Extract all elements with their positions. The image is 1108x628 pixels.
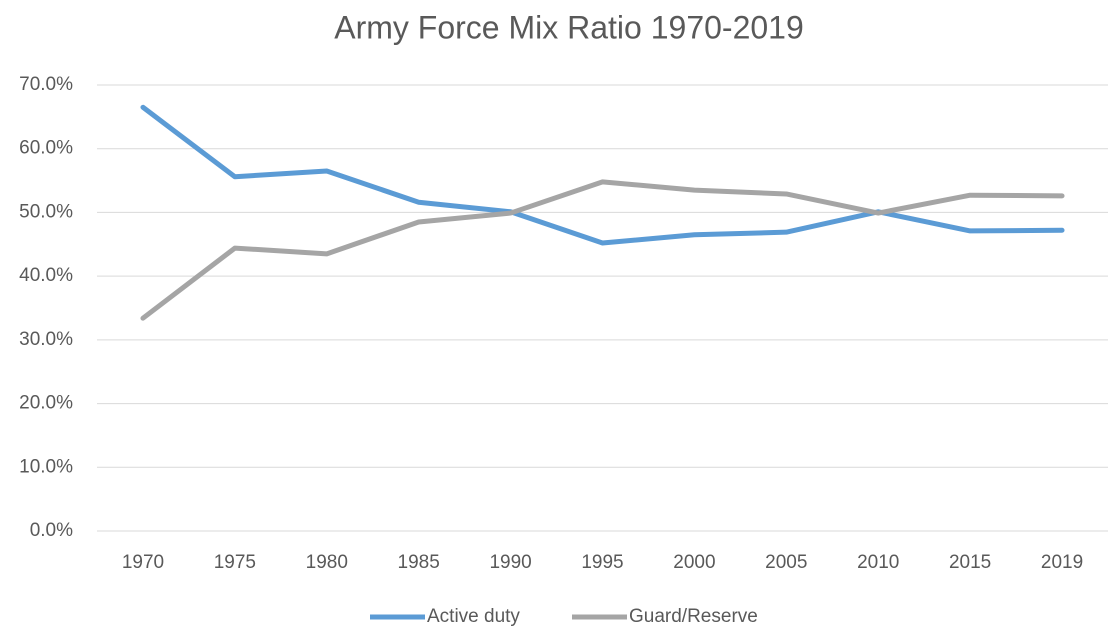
x-tick-label: 1985 [398,552,440,573]
legend-label: Active duty [427,606,520,627]
y-tick-label: 30.0% [19,329,73,350]
x-tick-label: 2005 [765,552,807,573]
line-series [140,104,1065,246]
x-tick-label: 1995 [581,552,623,573]
line-series [140,179,1065,321]
x-tick-label: 2000 [673,552,715,573]
y-tick-label: 50.0% [19,201,73,222]
y-tick-label: 40.0% [19,265,73,286]
x-tick-label: 2015 [949,552,991,573]
y-tick-label: 20.0% [19,393,73,414]
chart-title: Army Force Mix Ratio 1970-2019 [334,9,804,45]
x-tick-label: 2019 [1041,552,1083,573]
y-tick-label: 70.0% [19,74,73,95]
x-tick-label: 1970 [122,552,164,573]
y-tick-label: 0.0% [30,520,73,541]
x-tick-label: 1980 [306,552,348,573]
x-tick-label: 2010 [857,552,899,573]
legend-label: Guard/Reserve [629,606,758,627]
y-tick-label: 60.0% [19,138,73,159]
x-tick-label: 1990 [489,552,531,573]
y-tick-label: 10.0% [19,456,73,477]
x-tick-label: 1975 [214,552,256,573]
